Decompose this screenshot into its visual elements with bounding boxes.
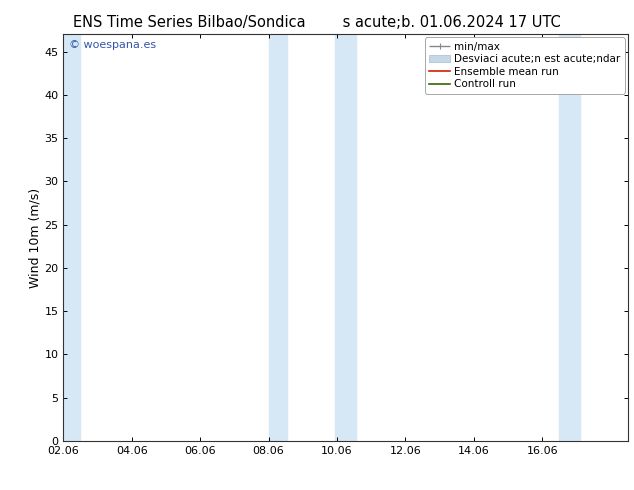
Bar bbox=[559, 34, 579, 441]
Bar bbox=[335, 34, 356, 441]
Legend: min/max, Desviaci acute;n est acute;ndar, Ensemble mean run, Controll run: min/max, Desviaci acute;n est acute;ndar… bbox=[425, 37, 624, 94]
Y-axis label: Wind 10m (m/s): Wind 10m (m/s) bbox=[29, 188, 42, 288]
Text: © woespana.es: © woespana.es bbox=[69, 40, 156, 50]
Text: ENS Time Series Bilbao/Sondica        s acute;b. 01.06.2024 17 UTC: ENS Time Series Bilbao/Sondica s acute;b… bbox=[73, 15, 561, 30]
Bar bbox=[269, 34, 287, 441]
Bar bbox=[63, 34, 81, 441]
